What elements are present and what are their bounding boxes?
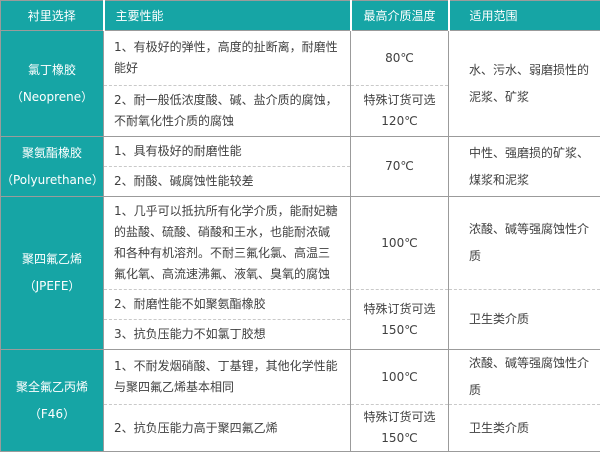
range-cell: 卫生类介质 <box>449 405 600 452</box>
performance-cell: 1、不耐发烟硝酸、丁基锂，其他化学性能与聚四氟乙烯基本相同 <box>104 350 351 405</box>
table-header-row: 衬里选择 主要性能 最高介质温度 适用范围 <box>1 1 600 31</box>
material-name: 聚四氟乙烯 <box>1 246 103 273</box>
performance-cell: 1、具有极好的耐磨性能 <box>104 137 351 167</box>
header-main-performance: 主要性能 <box>104 1 351 31</box>
temperature-cell: 100℃ <box>351 197 449 290</box>
temperature-value: 120℃ <box>351 111 448 132</box>
temperature-note: 特殊订货可选 <box>351 407 448 428</box>
material-name-en: （Neoprene） <box>1 84 103 111</box>
performance-cell: 2、耐酸、碱腐蚀性能较差 <box>104 167 351 197</box>
range-cell: 浓酸、碱等强腐蚀性介质 <box>449 197 600 290</box>
table-row: 聚全氟乙丙烯 （F46） 1、不耐发烟硝酸、丁基锂，其他化学性能与聚四氟乙烯基本… <box>1 350 600 405</box>
table-row: 聚氨酯橡胶 （Polyurethane） 1、具有极好的耐磨性能 70℃ 中性、… <box>1 137 600 167</box>
table-row: 聚四氟乙烯 （JPEFE） 1、几乎可以抵抗所有化学介质，能耐妃糖的盐酸、硫酸、… <box>1 197 600 290</box>
temperature-note: 特殊订货可选 <box>351 299 448 320</box>
performance-cell: 1、有极好的弹性，高度的扯断离，耐磨性能好 <box>104 31 351 86</box>
temperature-cell: 100℃ <box>351 350 449 405</box>
header-max-medium-temperature: 最高介质温度 <box>351 1 449 31</box>
material-cell-f46: 聚全氟乙丙烯 （F46） <box>1 350 104 452</box>
material-cell-polyurethane: 聚氨酯橡胶 （Polyurethane） <box>1 137 104 197</box>
lining-selection-page: 衬里选择 主要性能 最高介质温度 适用范围 氯丁橡胶 （Neoprene） 1、… <box>0 0 600 427</box>
temperature-value: 150℃ <box>351 320 448 341</box>
performance-cell: 1、几乎可以抵抗所有化学介质，能耐妃糖的盐酸、硫酸、硝酸和王水，也能耐浓碱和各种… <box>104 197 351 290</box>
material-cell-neoprene: 氯丁橡胶 （Neoprene） <box>1 31 104 137</box>
table-row: 氯丁橡胶 （Neoprene） 1、有极好的弹性，高度的扯断离，耐磨性能好 80… <box>1 31 600 86</box>
material-name-en: （Polyurethane） <box>1 167 103 194</box>
range-cell: 水、污水、弱磨损性的泥浆、矿浆 <box>449 31 600 137</box>
header-lining-selection: 衬里选择 <box>1 1 104 31</box>
temperature-cell: 80℃ <box>351 31 449 86</box>
material-cell-ptfe: 聚四氟乙烯 （JPEFE） <box>1 197 104 350</box>
range-cell: 卫生类介质 <box>449 290 600 350</box>
performance-cell: 2、耐磨性能不如聚氨酯橡胶 <box>104 290 351 320</box>
material-name-en: （F46） <box>1 401 103 428</box>
temperature-note: 特殊订货可选 <box>351 90 448 111</box>
material-name: 聚全氟乙丙烯 <box>1 374 103 401</box>
material-name-en: （JPEFE） <box>1 273 103 300</box>
material-name: 氯丁橡胶 <box>1 57 103 84</box>
header-applicable-range: 适用范围 <box>449 1 600 31</box>
performance-cell: 2、抗负压能力高于聚四氟乙烯 <box>104 405 351 452</box>
temperature-cell: 特殊订货可选 150℃ <box>351 405 449 452</box>
performance-cell: 3、抗负压能力不如氯丁胶想 <box>104 320 351 350</box>
performance-cell: 2、耐一般低浓度酸、碱、盐介质的腐蚀，不耐氧化性介质的腐蚀 <box>104 86 351 137</box>
range-cell: 浓酸、碱等强腐蚀性介质 <box>449 350 600 405</box>
temperature-value: 150℃ <box>351 428 448 449</box>
material-name: 聚氨酯橡胶 <box>1 140 103 167</box>
temperature-cell: 70℃ <box>351 137 449 197</box>
temperature-cell: 特殊订货可选 120℃ <box>351 86 449 137</box>
temperature-cell: 特殊订货可选 150℃ <box>351 290 449 350</box>
range-cell: 中性、强磨损的矿浆、煤浆和泥浆 <box>449 137 600 197</box>
